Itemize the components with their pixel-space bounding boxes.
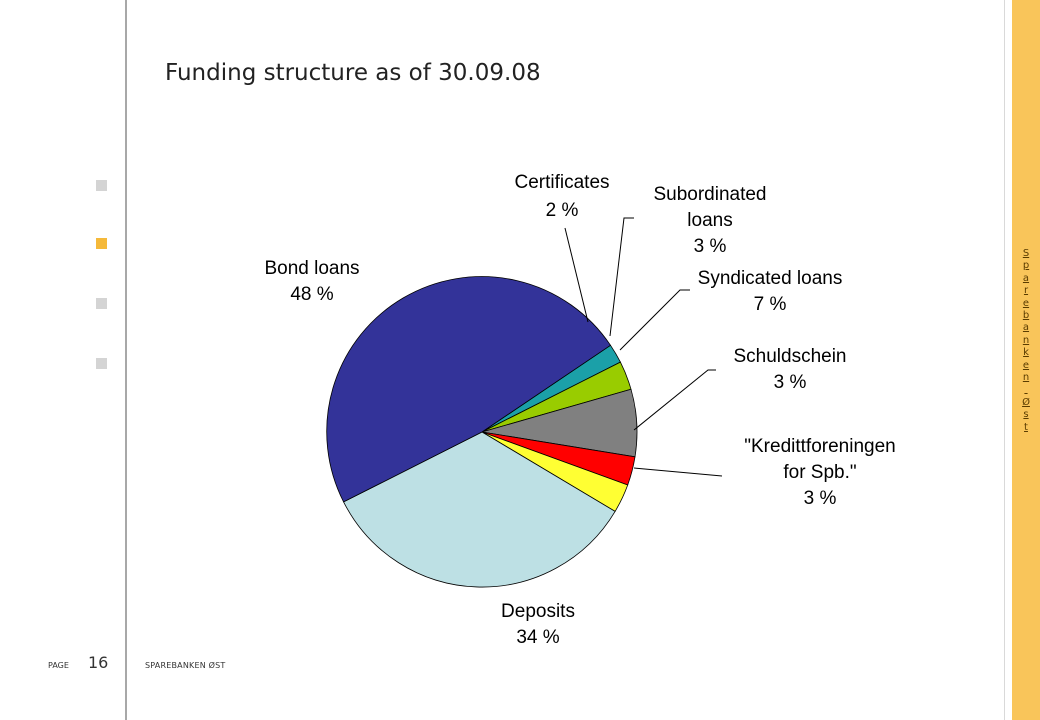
side-brand-char: b — [1022, 310, 1030, 322]
slice-value-kredittforeningen-for-spb: 3 % — [804, 488, 837, 509]
side-brand-char: a — [1022, 322, 1030, 334]
slice-label-bond-loans: Bond loans — [264, 258, 359, 279]
leader-line-kredittforeningen-for-spb — [633, 467, 723, 477]
side-brand-char: e — [1022, 359, 1030, 371]
page-label: PAGE — [48, 661, 69, 670]
left-divider — [125, 0, 127, 720]
side-brand-char: S — [1022, 248, 1030, 259]
slice-label-certificates: Certificates — [514, 172, 609, 193]
side-brand-char: e — [1022, 297, 1030, 309]
slice-value-schuldschein: 3 % — [774, 372, 807, 393]
slice-value-syndicated-loans: 7 % — [754, 294, 787, 315]
slice-value-certificates: 2 % — [546, 200, 579, 221]
side-brand-char: s — [1023, 409, 1029, 421]
slice-value-deposits: 34 % — [516, 627, 559, 648]
side-brand-char: p — [1022, 260, 1030, 272]
footer-brand: SPAREBANKEN ØST — [145, 661, 226, 670]
slice-label-schuldschein: Schuldschein — [733, 346, 846, 367]
side-brand-char: r — [1023, 285, 1029, 297]
slice-value-subordinated-loans: 3 % — [694, 236, 727, 257]
nav-bullet-4[interactable] — [96, 358, 107, 369]
pie-slice-deposits — [343, 431, 616, 588]
nav-bullet-1[interactable] — [96, 180, 107, 191]
right-divider — [1004, 0, 1005, 720]
leader-line-certificates — [564, 227, 589, 323]
slice-value-bond-loans: 48 % — [290, 284, 333, 305]
side-brand-char: Ø — [1022, 396, 1030, 408]
leader-line-subordinated-loans — [609, 217, 634, 337]
slice-label-deposits: Deposits — [501, 601, 575, 622]
nav-bullet-2[interactable] — [96, 238, 107, 249]
pie-slice-bond-loans — [326, 276, 612, 503]
side-brand-char: a — [1022, 272, 1030, 284]
slice-label-syndicated-loans: Syndicated loans — [698, 268, 843, 289]
slice-label-kredittforeningen-for-spb: for Spb." — [783, 462, 856, 483]
slice-label-subordinated-loans: Subordinated — [653, 184, 766, 205]
side-brand-char: t — [1024, 421, 1028, 433]
side-brand-char: n — [1022, 334, 1030, 346]
side-brand-char: n — [1022, 372, 1030, 384]
side-brand-char: k — [1023, 347, 1029, 359]
page-title: Funding structure as of 30.09.08 — [165, 60, 541, 86]
brand-sidebar — [1012, 0, 1040, 720]
page-number: 16 — [88, 653, 109, 672]
leader-line-syndicated-loans — [619, 289, 690, 351]
nav-bullet-3[interactable] — [96, 298, 107, 309]
slice-label-subordinated-loans: loans — [687, 210, 732, 231]
slice-label-kredittforeningen-for-spb: "Kredittforeningen — [744, 436, 895, 457]
leader-line-schuldschein — [633, 369, 716, 431]
